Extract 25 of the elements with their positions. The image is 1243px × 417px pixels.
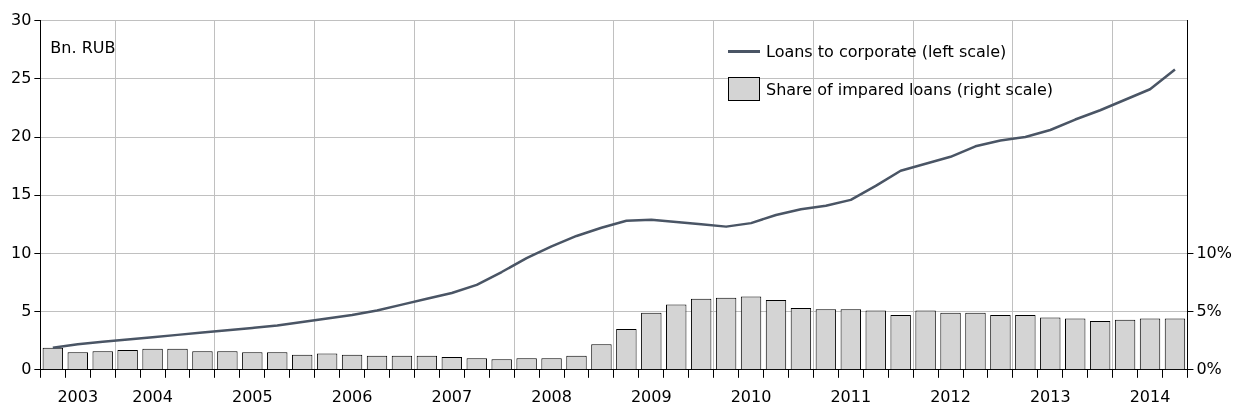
x-tick-label: 2007	[431, 386, 473, 406]
y-tick-label: 20	[11, 126, 32, 146]
legend-label: Share of impared loans (right scale)	[766, 79, 1054, 99]
x-tick-label: 2009	[630, 386, 672, 406]
x-tick-label: 2014	[1129, 386, 1171, 406]
x-tick-label: 2004	[132, 386, 173, 406]
y2-tick-label: 10%	[1196, 242, 1232, 262]
y-tick-label: 10	[11, 242, 32, 262]
x-tick-label: 2010	[730, 386, 772, 406]
y2-tick-label: 5%	[1196, 300, 1222, 320]
y-tick-label: 15	[11, 184, 32, 204]
annotation: Bn. RUB	[50, 37, 116, 57]
legend-label: Loans to corporate (left scale)	[766, 41, 1007, 61]
y-tick-label: 5	[21, 300, 32, 320]
y-tick-label: 25	[11, 67, 32, 87]
y2-tick-label: 0%	[1196, 358, 1222, 378]
y-tick-label: 0	[21, 358, 32, 378]
y-tick-label: 30	[11, 9, 32, 29]
x-tick-label: 2012	[930, 386, 971, 406]
x-tick-label: 2013	[1029, 386, 1071, 406]
x-tick-label: 2008	[531, 386, 572, 406]
x-tick-label: 2011	[830, 386, 872, 406]
x-tick-label: 2003	[57, 386, 99, 406]
x-tick-label: 2006	[331, 386, 373, 406]
x-tick-label: 2005	[231, 386, 273, 406]
